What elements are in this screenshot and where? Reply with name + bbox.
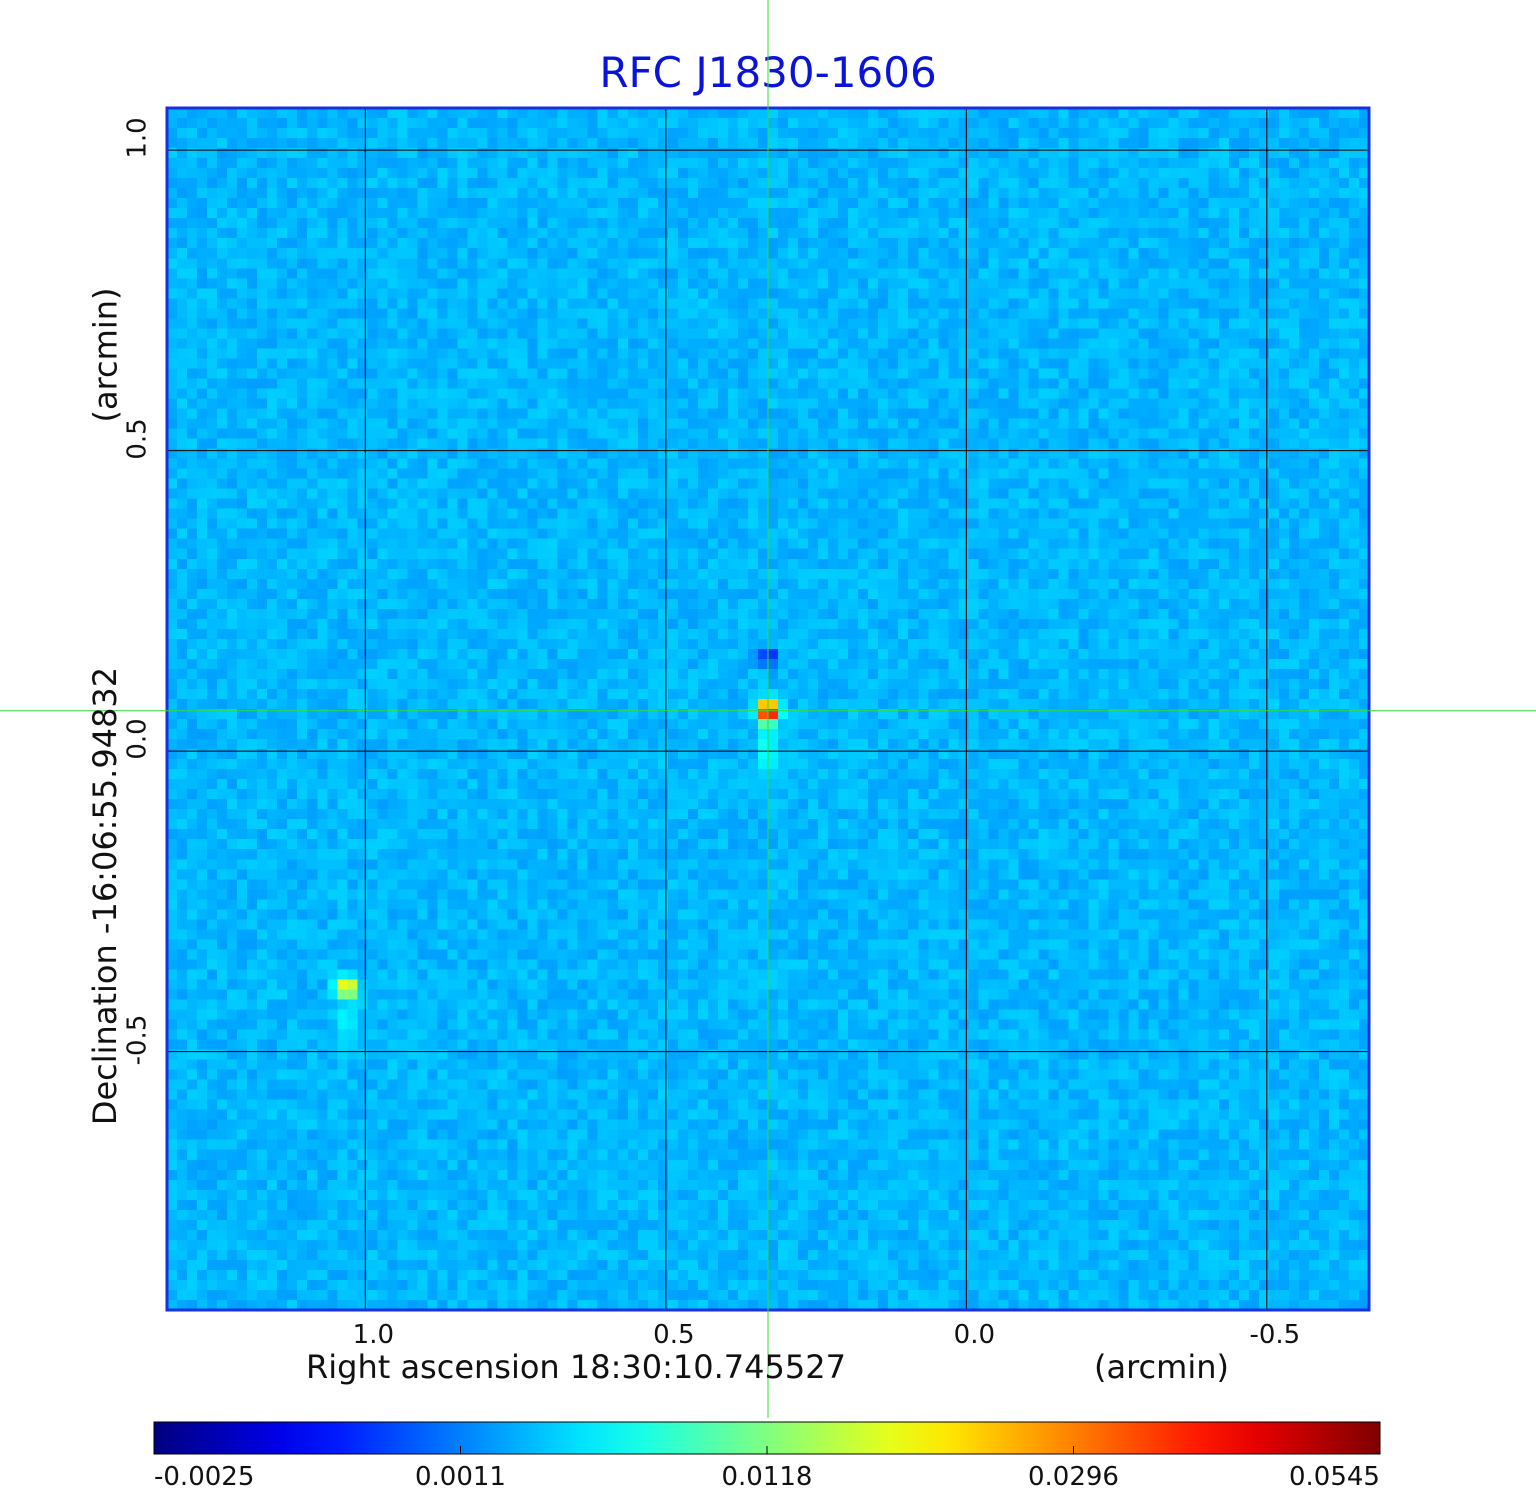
x-axis-unit: (arcmin): [1094, 1348, 1229, 1386]
y-tick-label: 0.0: [122, 718, 153, 760]
colorbar-label: -0.0025: [154, 1462, 255, 1492]
x-tick-label: -0.5: [1249, 1320, 1301, 1350]
colorbar: [153, 1421, 1381, 1455]
colorbar-label: 0.0296: [1028, 1462, 1119, 1492]
y-tick-label: 1.0: [122, 117, 153, 159]
y-tick-label: -0.5: [121, 1014, 152, 1065]
x-tick-label: 0.5: [653, 1320, 695, 1350]
x-tick-label: 1.0: [352, 1320, 395, 1350]
y-axis-label: Declination -16:06:55.94832: [86, 666, 125, 1126]
x-axis-label: Right ascension 18:30:10.745527: [306, 1348, 846, 1386]
x-tick-label: 0.0: [953, 1320, 996, 1350]
colorbar-label: 0.0545: [1289, 1462, 1380, 1492]
crosshair: [0, 0, 1536, 1418]
colorbar-label: 0.0118: [721, 1462, 813, 1492]
colorbar-label: 0.0011: [415, 1462, 506, 1492]
y-tick-label: 0.5: [122, 417, 153, 460]
y-axis-unit: (arcmin): [85, 287, 124, 423]
